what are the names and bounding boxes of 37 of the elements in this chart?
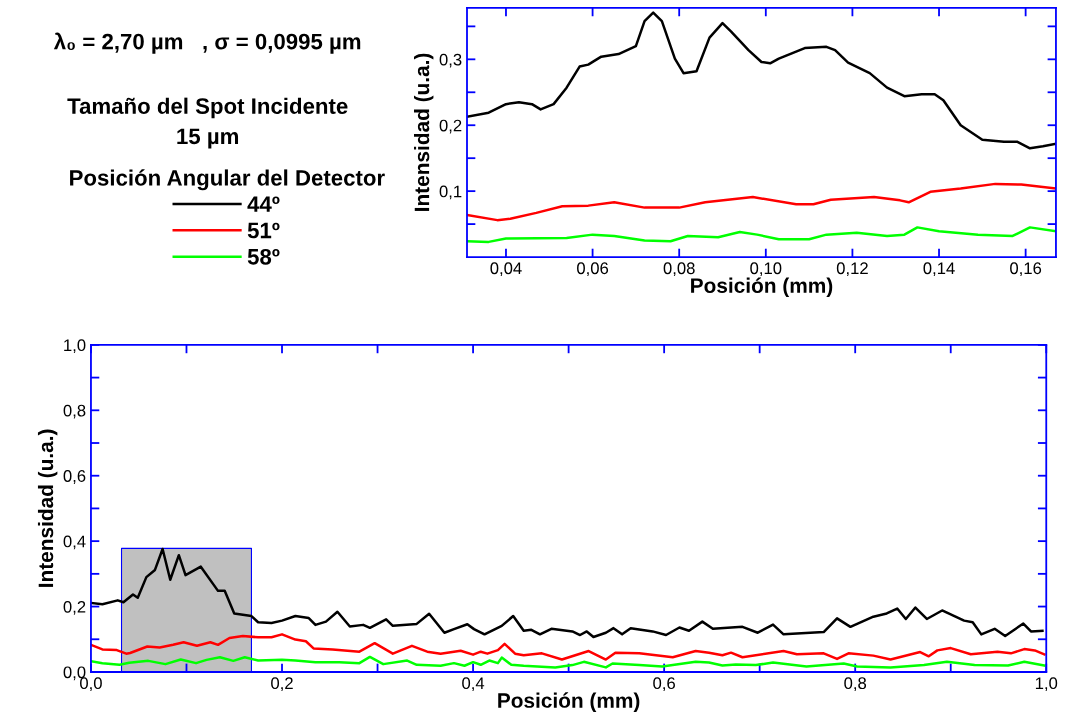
x-tick-label: 0,06 (577, 262, 609, 277)
text: Tamaño del Spot Incidente (67, 97, 348, 119)
x-tick-label: 0,08 (663, 262, 695, 277)
x-tick-label: 0,2 (271, 677, 293, 692)
x-tick-label: 0,6 (653, 677, 675, 692)
y-tick-label: 0,1 (439, 185, 462, 200)
text: λ₀ = 2,70 µm , σ = 0,0995 µm (53, 32, 361, 54)
y-tick-label: 0,6 (63, 470, 86, 484)
x-axis-title: Posición (mm) (691, 277, 833, 298)
y-tick-label: 0,3 (439, 53, 462, 68)
legend-label: 44º (247, 196, 280, 212)
x-tick-label: 0,10 (750, 262, 782, 277)
text: 15 µm (177, 128, 239, 149)
x-tick-label: 0,14 (923, 262, 955, 277)
x-tick-label: 0,8 (844, 677, 867, 692)
line-series (467, 226, 1056, 244)
y-tick-label: 0,2 (63, 600, 86, 615)
x-tick-label: 0,4 (462, 677, 485, 692)
y-tick-label: 0,4 (63, 535, 86, 550)
line-series (90, 655, 1046, 669)
line-series (90, 633, 1046, 661)
line-series (467, 11, 1056, 150)
y-axis-title: Intensidad (u.a.) (414, 53, 434, 211)
y-tick-label: 0,8 (63, 404, 86, 419)
line-series (467, 182, 1056, 222)
x-tick-label: 0,16 (1010, 262, 1042, 277)
x-tick-label: 0,04 (490, 262, 522, 277)
legend-title: Posición Angular del Detector (70, 169, 385, 191)
legend-label: 51º (247, 222, 280, 239)
y-tick-label: 0,2 (439, 119, 462, 134)
x-tick-label: 1,0 (1035, 677, 1058, 692)
legend-label: 58º (247, 248, 280, 265)
x-tick-label: 0,12 (836, 262, 868, 277)
y-tick-label: 1,0 (64, 339, 86, 354)
y-axis-title: Intensidad (u.a.) (37, 429, 58, 587)
x-axis-title: Posición (mm) (498, 692, 640, 712)
line-series (90, 547, 1044, 639)
